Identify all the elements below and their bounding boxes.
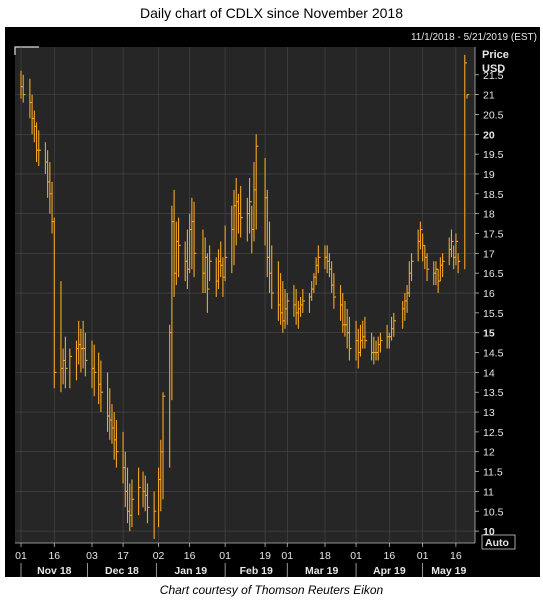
y-tick-label: 14.5 — [483, 348, 504, 360]
y-tick-label: 10.5 — [483, 506, 504, 518]
x-tick-label: 03 — [86, 550, 98, 562]
chart-frame: 21.5 21 20.5 20 19.5 19 18.5 18 17.5 17 16.5 16 15.5… — [5, 27, 540, 577]
y-tick-label: 19.5 — [483, 149, 504, 161]
corner-marker — [14, 46, 39, 55]
y-tick-label: 12 — [483, 447, 495, 459]
x-tick-label: 18 — [319, 550, 331, 562]
x-axis: 01 16 03 17 02 16 01 19 01 18 01 16 01 16 Nov 18 Dec 18… — [15, 542, 475, 577]
x-tick-label: 16 — [383, 550, 395, 562]
y-tick-label: 13 — [483, 407, 495, 419]
chart-caption: Chart courtesy of Thomson Reuters Eikon — [159, 583, 384, 597]
y-tick-label: 15 — [483, 328, 495, 340]
x-tick-label: 01 — [219, 550, 231, 562]
x-month-label: Feb 19 — [240, 565, 273, 577]
x-tick-label: 01 — [417, 550, 429, 562]
x-month-label: Dec 18 — [105, 565, 139, 577]
ohlc-chart: 21.5 21 20.5 20 19.5 19 18.5 18 17.5 17 16.5 16 15.5… — [14, 32, 537, 577]
y-tick-label: 16.5 — [483, 268, 504, 280]
x-tick-label: 02 — [153, 550, 165, 562]
x-tick-label: 16 — [184, 550, 196, 562]
grid-lines — [14, 46, 475, 543]
y-axis-title: Price — [482, 49, 509, 61]
price-bars — [20, 54, 470, 540]
y-tick-label: 18 — [483, 209, 495, 221]
plot-area — [15, 47, 475, 543]
x-month-label: Mar 19 — [305, 565, 338, 577]
y-tick-label: 17 — [483, 248, 495, 260]
x-tick-label: 01 — [281, 550, 293, 562]
auto-scale-button[interactable] — [481, 534, 516, 550]
x-tick-label: 16 — [450, 550, 462, 562]
x-tick-label: 01 — [350, 550, 362, 562]
y-tick-label: 12.5 — [483, 427, 504, 439]
y-tick-label: 11 — [483, 486, 494, 498]
y-tick-label: 18.5 — [483, 189, 504, 201]
x-month-label: May 19 — [431, 565, 466, 577]
x-tick-label: 16 — [48, 550, 60, 562]
y-tick-label: 11.5 — [483, 467, 503, 479]
y-tick-label: 16 — [483, 288, 495, 300]
y-tick-label: 21 — [483, 90, 495, 102]
chart-title: Daily chart of CDLX since November 2018 — [139, 5, 403, 21]
y-tick-label: 10 — [483, 526, 495, 538]
y-tick-label: 21.5 — [483, 70, 504, 82]
x-month-label: Jan 19 — [174, 565, 207, 577]
y-tick-label: 20 — [483, 129, 495, 141]
x-month-label: Apr 19 — [373, 565, 406, 577]
x-tick-label: 01 — [15, 550, 27, 562]
x-month-label: Nov 18 — [37, 565, 72, 577]
auto-scale-label[interactable]: Auto — [485, 537, 509, 549]
y-tick-label: 13.5 — [483, 387, 504, 399]
x-tick-label: 17 — [117, 550, 129, 562]
x-tick-label: 19 — [259, 550, 271, 562]
y-axis-unit: USD — [482, 63, 505, 75]
y-tick-label: 15.5 — [483, 308, 504, 320]
y-tick-label: 17.5 — [483, 228, 504, 240]
y-tick-label: 19 — [483, 169, 495, 181]
date-range-label: 11/1/2018 - 5/21/2019 (EST) — [411, 32, 537, 43]
y-tick-label: 14 — [483, 367, 495, 379]
y-tick-label: 20.5 — [483, 109, 504, 121]
y-axis: 21.5 21 20.5 20 19.5 19 18.5 18 17.5 17 16.5 16 15.5… — [474, 47, 504, 543]
